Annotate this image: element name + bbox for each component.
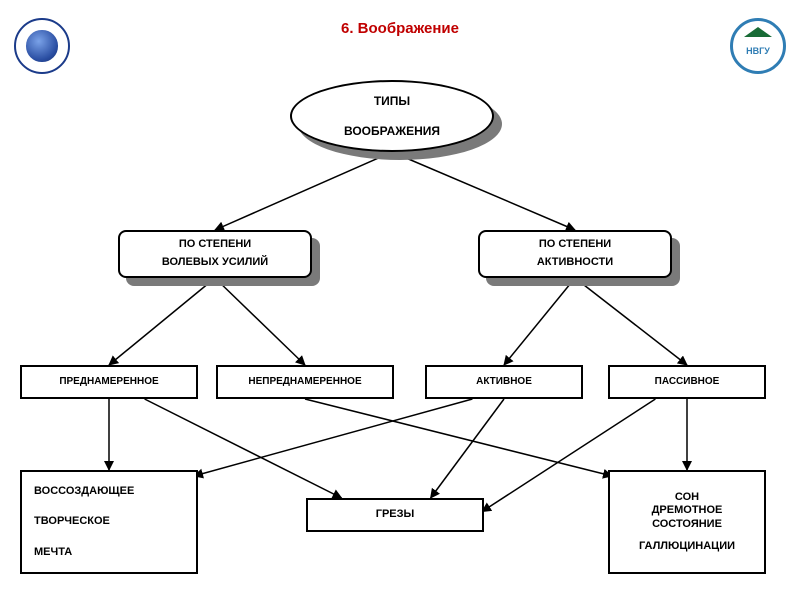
logo-left (14, 18, 70, 74)
logo-right: НВГУ (730, 18, 786, 74)
bR-line5: ГАЛЛЮЦИНАЦИИ (614, 540, 760, 554)
book-globe-icon (14, 18, 70, 74)
root-line1: ТИПЫ (296, 94, 488, 108)
page-title: 6. Воображение (341, 20, 459, 37)
leaf-aktivnoe: АКТИВНОЕ (425, 365, 583, 399)
catL-line2: ВОЛЕВЫХ УСИЛИЙ (124, 256, 306, 269)
leaf-neprednamerennoe: НЕПРЕДНАМЕРЕННОЕ (216, 365, 394, 399)
root-node: ТИПЫ ВООБРАЖЕНИЯ (290, 80, 494, 152)
catR-line2: АКТИВНОСТИ (484, 256, 666, 269)
catL-node: ПО СТЕПЕНИ ВОЛЕВЫХ УСИЛИЙ (118, 230, 312, 278)
logo-right-text: НВГУ (746, 46, 770, 56)
bottom-right-node: СОН ДРЕМОТНОЕ СОСТОЯНИЕ ГАЛЛЮЦИНАЦИИ (608, 470, 766, 574)
catR-line1: ПО СТЕПЕНИ (484, 238, 666, 251)
bL-line1: ВОССОЗДАЮЩЕЕ (34, 485, 192, 498)
bR-spacer (614, 532, 760, 540)
university-crest-icon: НВГУ (730, 18, 786, 74)
bottom-center-node: ГРЕЗЫ (306, 498, 484, 532)
leaf-prednamerennoe: ПРЕДНАМЕРЕННОЕ (20, 365, 198, 399)
bL-line3: МЕЧТА (34, 546, 192, 559)
bR-line2: ДРЕМОТНОЕ (614, 504, 760, 518)
catL-line1: ПО СТЕПЕНИ (124, 238, 306, 251)
catR-node: ПО СТЕПЕНИ АКТИВНОСТИ (478, 230, 672, 278)
root-line2: ВООБРАЖЕНИЯ (296, 124, 488, 138)
bR-line3: СОСТОЯНИЕ (614, 518, 760, 532)
bL-line2: ТВОРЧЕСКОЕ (34, 515, 192, 528)
bR-line1: СОН (614, 491, 760, 505)
bottom-left-node: ВОССОЗДАЮЩЕЕ ТВОРЧЕСКОЕ МЕЧТА (20, 470, 198, 574)
leaf-passivnoe: ПАССИВНОЕ (608, 365, 766, 399)
